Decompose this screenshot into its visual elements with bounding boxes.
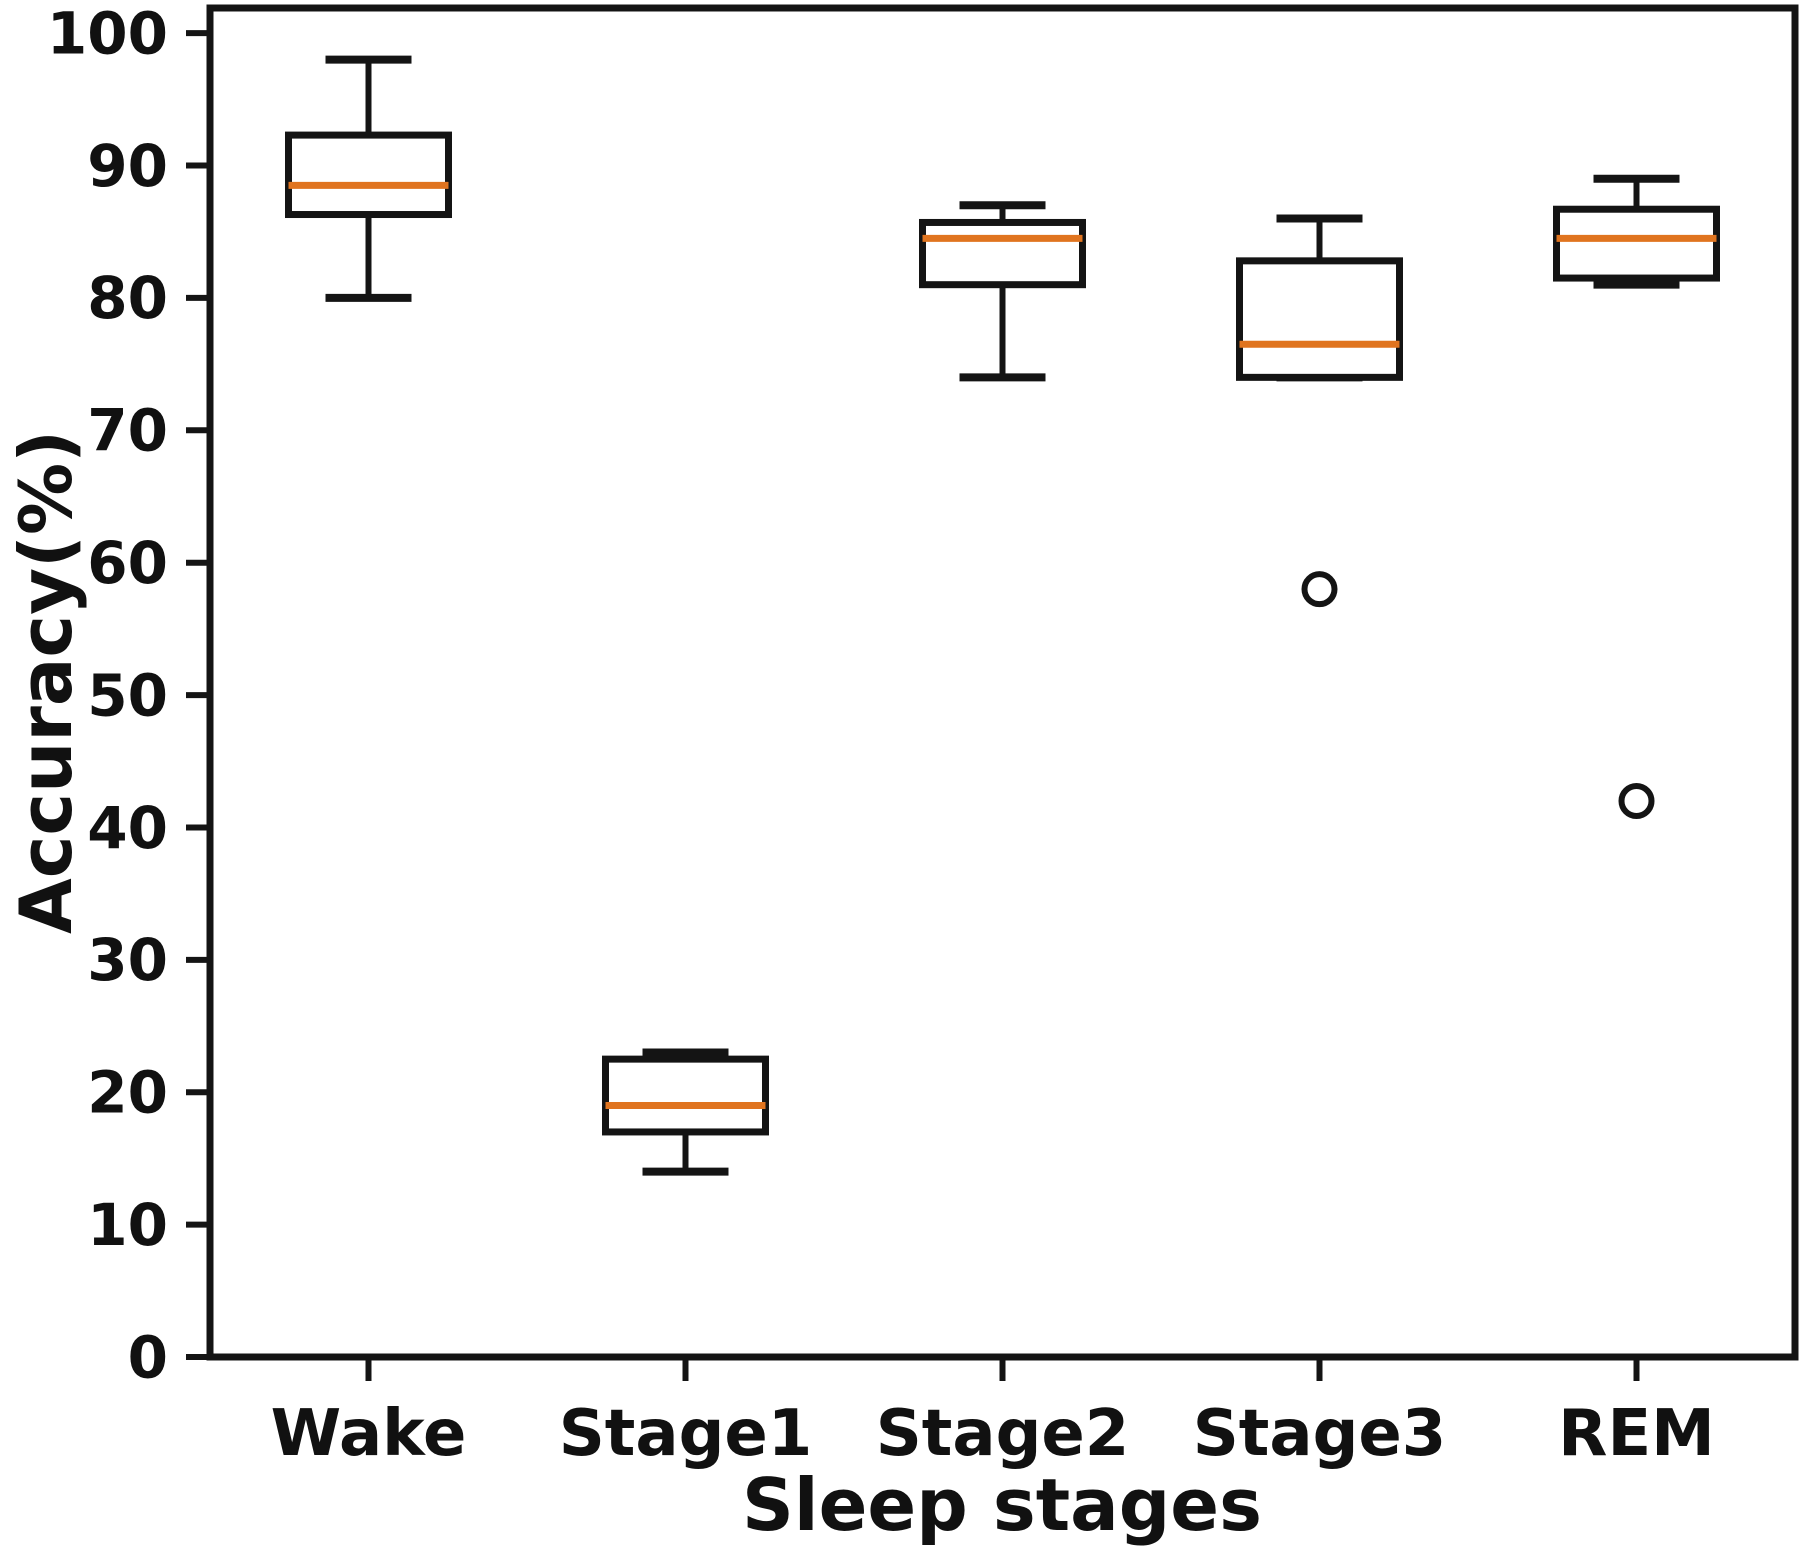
iqr-box xyxy=(602,1055,769,1136)
y-tick-label: 70 xyxy=(87,397,168,465)
outlier-point xyxy=(1301,571,1338,608)
y-tick-label: 0 xyxy=(128,1323,168,1391)
x-tick-label: Wake xyxy=(271,1397,467,1471)
iqr-box xyxy=(1553,205,1720,282)
x-axis-title: Sleep stages xyxy=(742,1463,1262,1547)
y-tick-label: 90 xyxy=(87,132,168,200)
y-tick-label: 10 xyxy=(87,1191,168,1259)
y-tick-label: 60 xyxy=(87,529,168,597)
iqr-box xyxy=(285,131,452,219)
y-tick-label: 40 xyxy=(87,794,168,862)
y-axis-title: Accuracy(%) xyxy=(4,430,88,934)
iqr-box xyxy=(1236,257,1403,381)
x-tick-label: Stage1 xyxy=(559,1397,813,1471)
y-tick-label: 50 xyxy=(87,661,168,729)
x-tick-label: Stage3 xyxy=(1193,1397,1447,1471)
x-tick-label: REM xyxy=(1558,1397,1715,1471)
y-tick-label: 80 xyxy=(87,264,168,332)
y-tick-label: 30 xyxy=(87,926,168,994)
x-tick-label: Stage2 xyxy=(876,1397,1130,1471)
y-tick-label: 100 xyxy=(47,0,168,67)
iqr-box xyxy=(919,218,1086,289)
y-tick-label: 20 xyxy=(87,1059,168,1127)
outlier-point xyxy=(1618,782,1655,819)
